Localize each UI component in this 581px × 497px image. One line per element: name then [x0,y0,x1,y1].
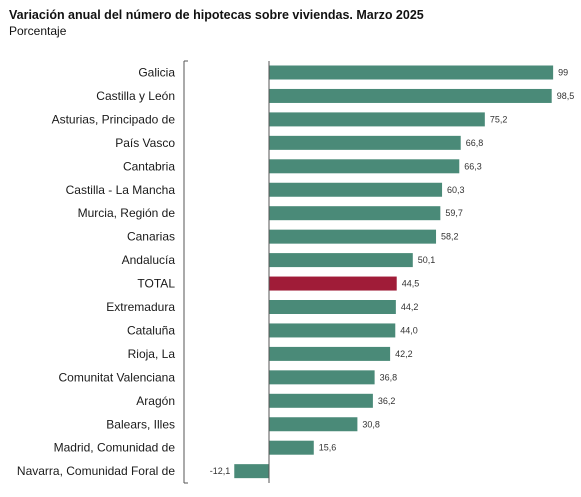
bar [269,417,358,432]
category-label: Aragón [136,394,175,408]
value-label: 36,8 [380,372,398,382]
value-label: -12,1 [210,466,231,476]
value-label: 30,8 [362,419,380,429]
chart-title: Variación anual del número de hipotecas … [9,8,424,22]
bar [269,370,375,385]
bar [269,206,441,221]
category-label: TOTAL [137,277,175,291]
value-label: 36,2 [378,396,396,406]
value-label: 99 [558,68,568,78]
category-label: Cantabria [123,159,175,173]
bar [269,135,461,150]
bar [269,393,373,408]
category-label: Extremadura [106,300,175,314]
bar [269,253,413,268]
value-label: 66,3 [464,161,482,171]
value-label: 75,2 [490,114,508,124]
chart-subtitle: Porcentaje [9,24,67,38]
category-label: Madrid, Comunidad de [54,441,176,455]
category-label: Balears, Illes [106,417,175,431]
category-label: Andalucía [122,253,176,267]
value-label: 44,5 [402,279,420,289]
category-label: Comunitat Valenciana [58,370,175,384]
value-label: 60,3 [447,185,465,195]
category-label: Asturias, Principado de [52,112,176,126]
value-label: 66,8 [466,138,484,148]
bar [234,464,269,479]
category-label: Murcia, Región de [78,206,176,220]
bar [269,300,396,314]
value-label: 59,7 [445,208,463,218]
value-label: 58,2 [441,232,459,242]
category-label: Navarra, Comunidad Foral de [17,464,175,478]
bar [269,440,314,455]
value-label: 50,1 [418,255,436,265]
value-label: 44,2 [401,302,419,312]
category-label: País Vasco [115,136,175,150]
bar [269,323,396,338]
category-label: Galicia [138,66,175,80]
category-label: Canarias [127,230,175,244]
value-label: 42,2 [395,349,413,359]
bar [269,229,437,244]
category-label: Castilla - La Mancha [66,183,176,197]
bar [269,346,391,361]
bar [269,112,485,127]
value-label: 98,5 [557,91,575,101]
category-label: Castilla y León [96,89,175,103]
category-label: Rioja, La [128,347,176,361]
value-label: 15,6 [319,443,337,453]
bar [269,182,443,197]
bar [269,65,554,80]
value-label: 44,0 [400,325,418,335]
bar [269,88,552,103]
category-label: Cataluña [127,323,175,337]
bar [269,276,397,291]
bar [269,159,460,174]
